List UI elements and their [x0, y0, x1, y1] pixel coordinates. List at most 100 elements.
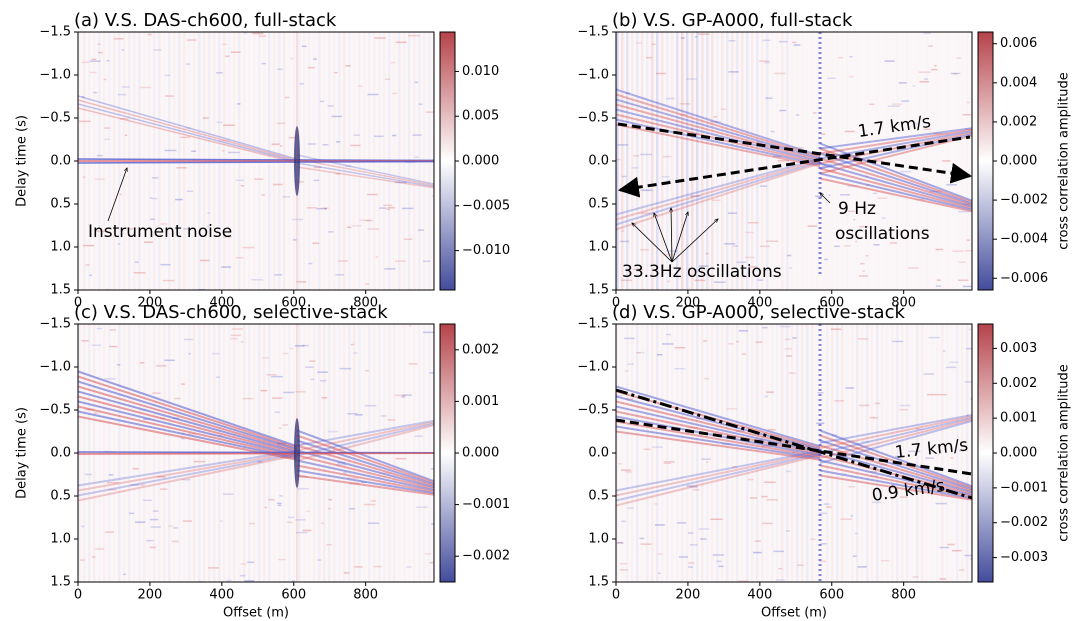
colorbar-label: cross correlation amplitude [1057, 364, 1072, 541]
image-speckle [104, 138, 110, 141]
image-speckle [227, 151, 240, 154]
image-speckle [819, 560, 827, 563]
image-speckle [679, 113, 687, 116]
image-speckle [152, 392, 161, 394]
colorbar-tick-label: −0.010 [462, 243, 510, 258]
image-speckle [139, 86, 152, 89]
image-speckle [83, 244, 95, 247]
image-speckle [762, 326, 768, 329]
image-speckle [392, 134, 397, 137]
image-stripe [756, 324, 759, 582]
heatmap-image [78, 32, 434, 290]
image-speckle [638, 212, 651, 215]
image-speckle [663, 461, 675, 463]
image-speckle [784, 348, 792, 350]
image-speckle [104, 127, 111, 129]
image-speckle [414, 156, 419, 158]
image-speckle [724, 243, 736, 245]
image-speckle [261, 194, 265, 196]
image-speckle [784, 338, 791, 341]
image-speckle [186, 190, 194, 193]
image-band [616, 420, 821, 458]
panel-title: (c) V.S. DAS-ch600, selective-stack [74, 302, 388, 323]
image-speckle [874, 160, 883, 162]
image-stripe [926, 32, 929, 290]
image-speckle [287, 516, 295, 519]
image-speckle [759, 185, 768, 187]
image-speckle [697, 33, 710, 35]
image-speckle [394, 394, 406, 397]
image-speckle [428, 372, 434, 374]
image-stripe [183, 324, 186, 582]
image-stripe [966, 324, 969, 582]
image-speckle [687, 566, 694, 568]
image-band [296, 429, 434, 483]
image-speckle [144, 241, 153, 243]
image-speckle [395, 41, 407, 44]
image-speckle [633, 268, 643, 271]
image-speckle [402, 394, 412, 396]
image-stripe [636, 32, 639, 290]
image-speckle [966, 414, 969, 416]
image-band [78, 452, 434, 455]
x-tick-label: 0 [74, 588, 82, 603]
image-speckle [113, 38, 124, 40]
image-speckle [98, 51, 103, 54]
image-speckle [873, 417, 879, 419]
y-tick-label: 1.5 [588, 283, 609, 298]
image-speckle [291, 218, 303, 221]
image-speckle [321, 397, 328, 399]
image-stripe [886, 32, 889, 290]
image-speckle [732, 245, 739, 247]
image-speckle [942, 160, 951, 162]
image-speckle [848, 486, 855, 488]
image-speckle [418, 103, 423, 105]
image-speckle [193, 460, 206, 463]
image-speckle [762, 39, 771, 42]
image-speckle [365, 369, 370, 372]
image-band [819, 162, 972, 208]
image-speckle [935, 393, 948, 396]
image-speckle [764, 395, 769, 398]
image-speckle [627, 507, 635, 509]
image-speckle [242, 246, 255, 249]
image-speckle [160, 263, 171, 266]
x-tick-label: 400 [209, 588, 234, 603]
image-speckle [773, 550, 784, 553]
x-tick-label: 400 [747, 296, 772, 311]
image-speckle [151, 197, 158, 200]
image-band [616, 159, 821, 221]
image-speckle [908, 267, 919, 269]
image-speckle [276, 122, 286, 125]
image-speckle [185, 127, 192, 129]
image-stripe [626, 32, 629, 290]
image-speckle [807, 225, 818, 227]
x-axis-label: Offset (m) [223, 606, 289, 621]
image-speckle [966, 101, 970, 104]
arrow [820, 193, 831, 204]
image-speckle [328, 498, 333, 501]
y-tick-label: −1.0 [39, 68, 71, 83]
image-stripe [741, 32, 744, 290]
image-speckle [869, 416, 876, 419]
image-speckle [300, 443, 305, 445]
colorbar [439, 31, 456, 291]
image-speckle [364, 503, 376, 506]
y-tick-label: 1.5 [50, 575, 71, 590]
image-speckle [690, 195, 701, 197]
image-speckle [652, 446, 663, 448]
annotation: oscillations [835, 224, 930, 244]
image-speckle [163, 279, 175, 282]
image-speckle [855, 240, 858, 243]
image-band [78, 375, 298, 449]
image-speckle [900, 170, 912, 173]
image-stripe [173, 324, 176, 582]
image-band [78, 95, 298, 160]
image-speckle [795, 114, 800, 116]
image-speckle [705, 252, 709, 255]
image-stripe [931, 32, 934, 290]
image-speckle [663, 462, 672, 464]
image-band [78, 103, 298, 163]
image-stripe [706, 324, 709, 582]
